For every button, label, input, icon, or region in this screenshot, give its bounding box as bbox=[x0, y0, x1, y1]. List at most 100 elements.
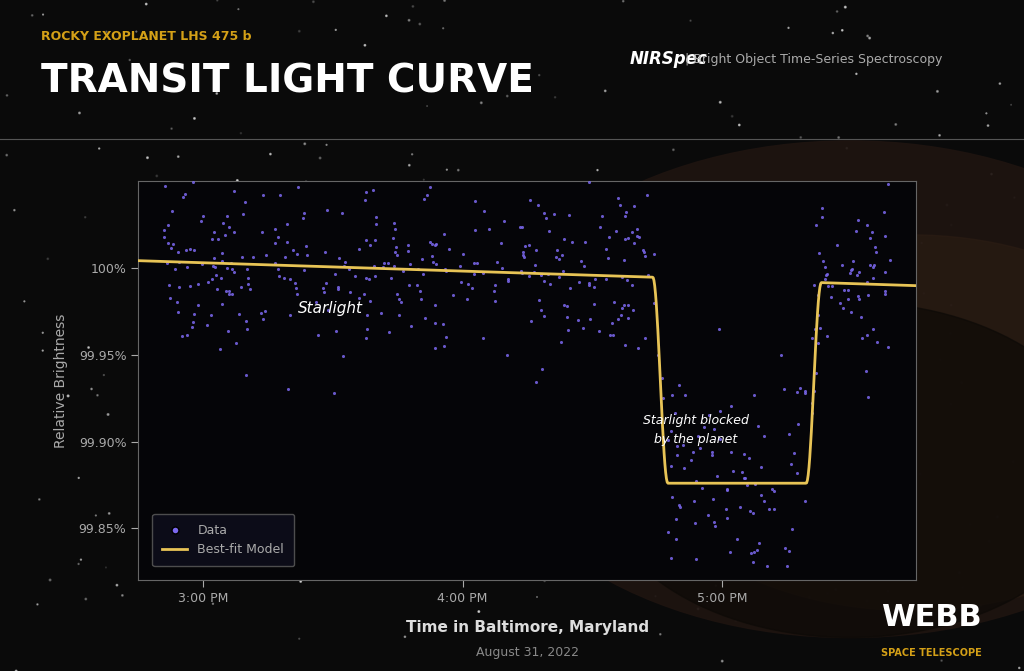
Point bbox=[529, 497, 546, 507]
Point bbox=[415, 268, 431, 279]
Point bbox=[31, 494, 47, 505]
Point bbox=[700, 510, 717, 521]
Point bbox=[755, 272, 771, 282]
Point bbox=[400, 279, 417, 290]
Point bbox=[637, 251, 653, 262]
Point bbox=[554, 250, 570, 260]
Point bbox=[806, 279, 822, 290]
Point bbox=[271, 189, 288, 200]
Point bbox=[83, 384, 99, 395]
Point bbox=[733, 516, 750, 527]
Point bbox=[571, 389, 588, 400]
Point bbox=[205, 599, 221, 609]
Point bbox=[297, 309, 313, 320]
Point bbox=[209, 284, 225, 295]
Point bbox=[617, 210, 634, 221]
Point bbox=[728, 615, 744, 626]
Point bbox=[773, 350, 790, 360]
Point bbox=[218, 285, 234, 296]
Point bbox=[282, 274, 298, 285]
Point bbox=[1007, 193, 1023, 203]
Point bbox=[942, 328, 958, 339]
Point bbox=[160, 261, 176, 272]
Point bbox=[736, 472, 753, 483]
Point bbox=[622, 442, 638, 453]
Point bbox=[924, 52, 940, 63]
Point bbox=[288, 282, 304, 293]
Point bbox=[368, 270, 384, 281]
Point bbox=[89, 390, 105, 401]
Point bbox=[745, 547, 762, 558]
Point bbox=[355, 289, 372, 299]
Point bbox=[1006, 456, 1022, 467]
Point bbox=[247, 213, 263, 223]
Point bbox=[399, 246, 416, 256]
Point bbox=[128, 26, 144, 37]
Point bbox=[395, 470, 412, 480]
Point bbox=[486, 280, 503, 291]
Point bbox=[801, 592, 817, 603]
Point bbox=[181, 244, 198, 254]
Point bbox=[626, 201, 642, 211]
Point bbox=[162, 293, 178, 303]
Point bbox=[312, 152, 329, 163]
Point bbox=[536, 310, 552, 321]
Point bbox=[471, 606, 487, 617]
Point bbox=[814, 203, 830, 214]
Point bbox=[232, 127, 249, 138]
Point bbox=[736, 448, 753, 459]
Point bbox=[589, 507, 605, 517]
Point bbox=[498, 621, 514, 632]
Point bbox=[616, 340, 633, 350]
Point bbox=[77, 212, 93, 223]
Point bbox=[223, 258, 240, 268]
Point bbox=[817, 274, 834, 285]
Text: August 31, 2022: August 31, 2022 bbox=[476, 646, 579, 660]
Point bbox=[527, 376, 544, 387]
Point bbox=[742, 506, 759, 517]
Point bbox=[171, 282, 187, 293]
Point bbox=[551, 316, 567, 327]
Point bbox=[221, 289, 238, 299]
Point bbox=[607, 437, 624, 448]
Point bbox=[848, 68, 864, 79]
Point bbox=[520, 471, 537, 482]
Point bbox=[35, 9, 51, 20]
Point bbox=[207, 261, 223, 272]
Point bbox=[428, 258, 444, 269]
Point bbox=[291, 633, 307, 644]
Point bbox=[356, 40, 373, 50]
Point bbox=[157, 180, 173, 191]
Point bbox=[709, 470, 725, 481]
Point bbox=[203, 310, 219, 321]
Point bbox=[156, 197, 172, 208]
Point bbox=[282, 310, 298, 321]
Point bbox=[183, 321, 200, 332]
Point bbox=[435, 23, 452, 34]
Point bbox=[629, 223, 645, 234]
Point bbox=[685, 496, 701, 507]
Point bbox=[532, 269, 549, 280]
Point bbox=[687, 518, 703, 529]
Point bbox=[722, 384, 738, 395]
Point bbox=[485, 286, 502, 297]
Point bbox=[858, 365, 874, 376]
Point bbox=[664, 389, 680, 400]
Point bbox=[209, 234, 225, 245]
Point bbox=[610, 193, 627, 203]
Point bbox=[703, 447, 720, 458]
Text: Starlight blocked
by the planet: Starlight blocked by the planet bbox=[643, 414, 749, 446]
Point bbox=[766, 504, 782, 515]
Point bbox=[780, 546, 797, 556]
Point bbox=[880, 178, 896, 189]
Point bbox=[198, 354, 214, 364]
Point bbox=[721, 547, 737, 558]
Point bbox=[202, 346, 218, 357]
Point bbox=[150, 511, 166, 521]
Point bbox=[91, 143, 108, 154]
Point bbox=[672, 501, 688, 512]
Point bbox=[334, 208, 350, 219]
Point bbox=[239, 323, 255, 334]
Point bbox=[617, 234, 634, 245]
Point bbox=[741, 453, 758, 464]
